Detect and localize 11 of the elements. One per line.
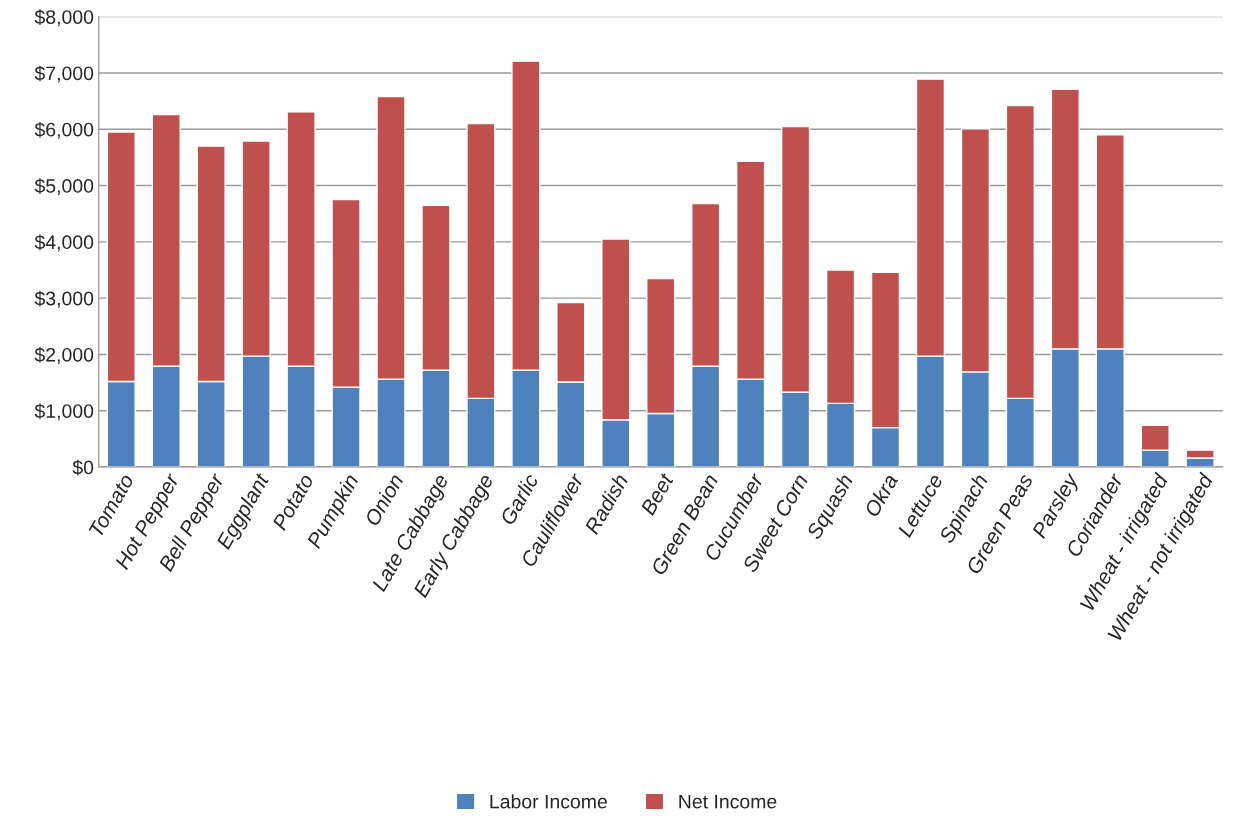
y-tick-label: $6,000 xyxy=(34,121,94,139)
y-tick-label: $5,000 xyxy=(34,178,94,196)
y-tick-label: $8,000 xyxy=(34,9,94,27)
y-tick-label: $2,000 xyxy=(34,347,94,364)
y-tick-label: $4,000 xyxy=(34,234,94,252)
y-tick-label: $1,000 xyxy=(34,403,94,421)
y-tick-label: $7,000 xyxy=(34,65,94,83)
legend-label: Net Income xyxy=(679,794,777,809)
legend-label: Labor Income xyxy=(490,794,607,809)
y-tick-label: $3,000 xyxy=(34,290,94,308)
y-tick-label: $0 xyxy=(72,459,94,476)
